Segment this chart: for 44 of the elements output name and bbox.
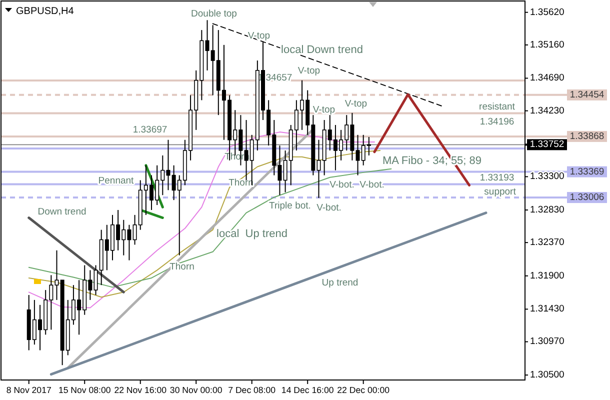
y-tick-label: 1.30500 [530,370,564,381]
annotation: Triple bot. [269,200,311,212]
x-tick-label: 22 Nov 16:00 [114,385,167,395]
x-tick-label: 15 Nov 08:00 [58,385,111,395]
y-tick-label: 1.30970 [530,336,564,348]
y-tick-label: 1.32830 [530,204,564,216]
x-tick-label: 8 Nov 2017 [6,385,52,395]
y-tick-label: 1.35160 [530,39,564,50]
ref-line-label: 1.33369 [570,166,604,178]
x-tick-label: 22 Dec 00:00 [337,385,390,395]
annotation: V-bot. [316,202,342,214]
annotation: V-top [298,66,320,76]
annotation: V-bot. [360,180,384,190]
y-tick-label: 1.31430 [530,304,564,315]
annotation: 1.33193 [480,172,514,184]
annotation: 1.33697 [132,124,168,136]
annotation: Down trend [38,206,86,218]
y-tick-label: 1.33300 [530,171,564,182]
y-tick-label: 1.34690 [530,72,564,84]
text: GBPUSD,H4 [16,6,74,17]
y-tick-label: 1.31900 [530,270,564,282]
annotation: Double top [191,8,237,20]
annotation: Pennant [98,176,134,186]
y-tick-label: 1.35620 [530,6,564,18]
annotation: V-top [248,30,270,42]
ref-line-label: 1.33868 [570,130,604,142]
annotation: local Down trend [281,44,363,56]
annotation: support [484,186,516,198]
x-tick-label: 30 Nov 00:00 [170,385,222,395]
ref-line-label: 1.33006 [570,192,604,204]
line-series [28,168,392,288]
annotation: V-bot. [330,180,354,190]
annotation: Thorn [170,262,194,272]
y-tick-label: 1.34230 [530,105,564,116]
ref-line-label: 1.33752 [530,139,564,150]
ref-line-label: 1.34454 [570,89,604,100]
y-tick-label: 1.32370 [530,237,564,248]
annotation: V-top [344,98,368,110]
x-tick-label: 7 Dec 08:00 [228,385,276,395]
annotation: V-top [312,104,336,116]
x-tick-label: 14 Dec 16:00 [281,385,334,395]
annotation: resistant [479,102,516,112]
annotation: 1.34196 [480,116,514,128]
annotation: Up trend [322,278,358,288]
